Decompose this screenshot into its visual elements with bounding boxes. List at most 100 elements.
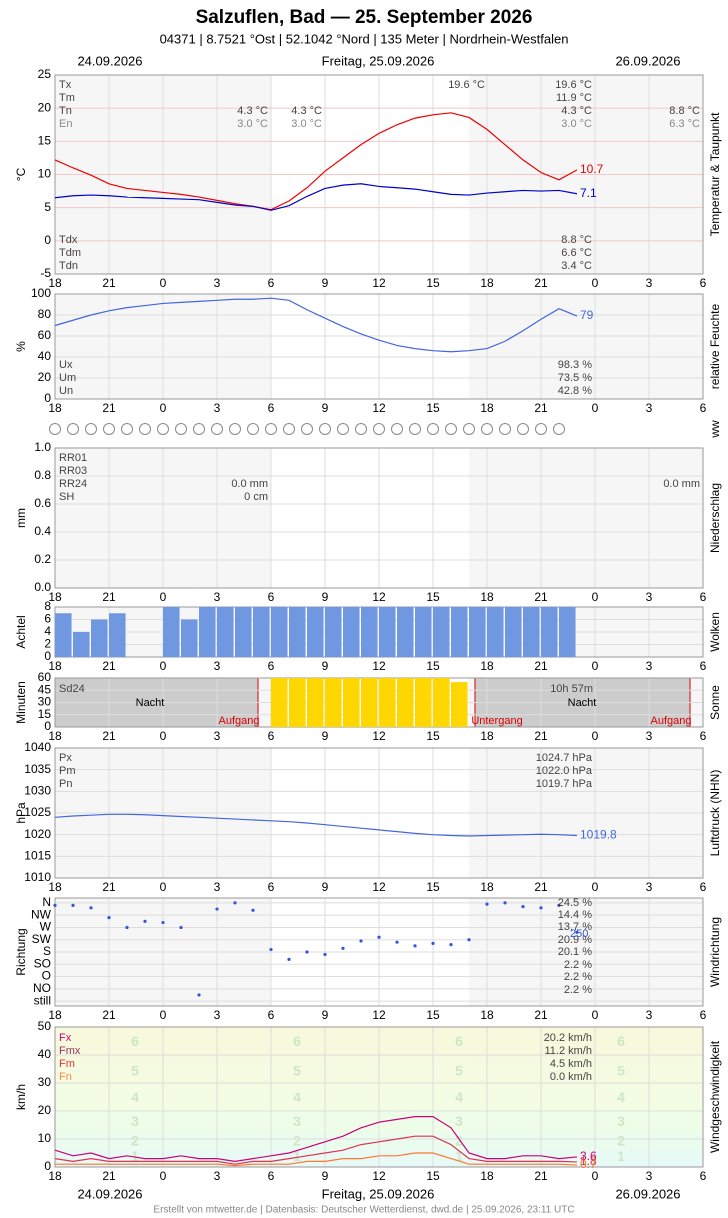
x-tick-label: 21 (102, 590, 116, 604)
x-tick-label: 0 (592, 1169, 599, 1183)
x-tick-label: 18 (480, 880, 494, 894)
y-tick-label: 60 (38, 670, 52, 684)
x-tick-label: 0 (592, 729, 599, 743)
beaufort-label: 2 (617, 1133, 625, 1149)
annotation: Un (59, 385, 73, 397)
beaufort-label: 5 (131, 1063, 139, 1079)
annotation: 14.4 % (558, 909, 592, 921)
weather-symbol (103, 423, 115, 435)
annotation: 73.5 % (558, 372, 592, 384)
x-tick-label: 21 (102, 729, 116, 743)
annotation: 0 cm (244, 491, 268, 503)
point (233, 901, 237, 905)
annotation: Ux (59, 359, 73, 371)
x-tick-label: 0 (160, 1008, 167, 1022)
y-tick-label: NW (31, 907, 52, 921)
annotation: Tdn (59, 260, 78, 272)
y-tick-label: 50 (38, 1019, 52, 1033)
x-tick-label: 12 (372, 729, 386, 743)
beaufort-label: 6 (293, 1033, 301, 1049)
annotation: 1022.0 hPa (536, 765, 593, 777)
annotation: 10h 57m (550, 683, 593, 695)
annotation: 250 (570, 928, 588, 940)
date-center: Freitag, 25.09.2026 (322, 53, 435, 68)
title: Salzuflen, Bad — 25. September 2026 (196, 7, 533, 28)
y-tick-label: 25 (38, 67, 52, 81)
y-axis-label: % (14, 341, 28, 352)
y-tick-label: 1040 (24, 740, 51, 754)
weather-symbol (265, 423, 277, 435)
y-tick-label: 1020 (24, 827, 51, 841)
x-tick-label: 21 (102, 880, 116, 894)
y-tick-label: 6 (44, 612, 51, 626)
weather-symbol (373, 423, 385, 435)
x-tick-label: 6 (268, 401, 275, 415)
annotation: 8.8 °C (561, 234, 592, 246)
side-label: ww (708, 420, 722, 439)
x-tick-label: 9 (322, 401, 329, 415)
annotation: 20.1 % (558, 946, 592, 958)
x-tick-label: 9 (322, 1008, 329, 1022)
bar (433, 678, 450, 727)
end-label: 10.7 (580, 162, 604, 176)
x-tick-label: 21 (102, 659, 116, 673)
y-tick-label: 0 (44, 1159, 51, 1173)
subtitle: 04371 | 8.7521 °Ost | 52.1042 °Nord | 13… (160, 31, 569, 46)
point (521, 904, 525, 909)
bar (559, 607, 576, 657)
bar (415, 678, 432, 727)
plot-frame (54, 293, 704, 400)
annotation: 20.9 % (558, 934, 592, 946)
end-label: 1.8 (580, 1154, 597, 1168)
beaufort-label: 2 (455, 1133, 463, 1149)
annotation: 2.2 % (564, 984, 592, 996)
point (125, 925, 129, 930)
bar (235, 607, 252, 657)
weather-symbol (301, 423, 313, 435)
point (215, 907, 219, 911)
weather-symbol (193, 423, 205, 435)
y-tick-label: 30 (38, 1075, 52, 1089)
annotation: 0.0 mm (663, 478, 700, 490)
annotation: Tdx (59, 234, 78, 246)
x-tick-label: 9 (322, 729, 329, 743)
annotation: 11.9 °C (556, 92, 592, 104)
bar (505, 607, 522, 657)
y-tick-label: S (43, 944, 51, 958)
x-tick-label: 15 (426, 1169, 440, 1183)
end-label: 3.6 (580, 1149, 597, 1163)
side-label: Temperatur & Taupunkt (708, 112, 722, 237)
bar (289, 678, 306, 727)
y-tick-label: 10 (38, 1131, 52, 1145)
weather-symbol (409, 423, 421, 435)
point (575, 930, 579, 934)
beaufort-label: 5 (617, 1063, 625, 1079)
y-tick-label: 0.6 (34, 496, 51, 510)
bar (109, 613, 126, 657)
weather-symbol (427, 423, 439, 435)
point (449, 943, 453, 947)
bar (379, 607, 396, 657)
point (89, 906, 93, 910)
annotation: Nacht (568, 697, 597, 709)
side-label: Wolken (708, 612, 722, 652)
x-tick-label: 6 (268, 1008, 275, 1022)
data-line (54, 1116, 578, 1163)
x-tick-label: 21 (102, 1169, 116, 1183)
point (557, 903, 561, 907)
x-tick-label: 15 (426, 1008, 440, 1022)
weather-symbol (319, 423, 331, 435)
y-tick-label: 0 (44, 391, 51, 405)
side-label: relative Feuchte (708, 303, 722, 389)
side-label: Windrichtung (708, 917, 722, 987)
y-tick-label: N (42, 895, 51, 909)
y-tick-label: -5 (40, 266, 51, 280)
bar (307, 607, 324, 657)
y-tick-label: 0.8 (34, 468, 51, 482)
annotation: RR24 (59, 478, 87, 490)
annotation: Aufgang (651, 715, 692, 727)
date-right: 26.09.2026 (615, 1186, 680, 1201)
point (467, 938, 471, 942)
side-label: Windgeschwindigkeit (708, 1040, 722, 1153)
bar (487, 607, 504, 657)
